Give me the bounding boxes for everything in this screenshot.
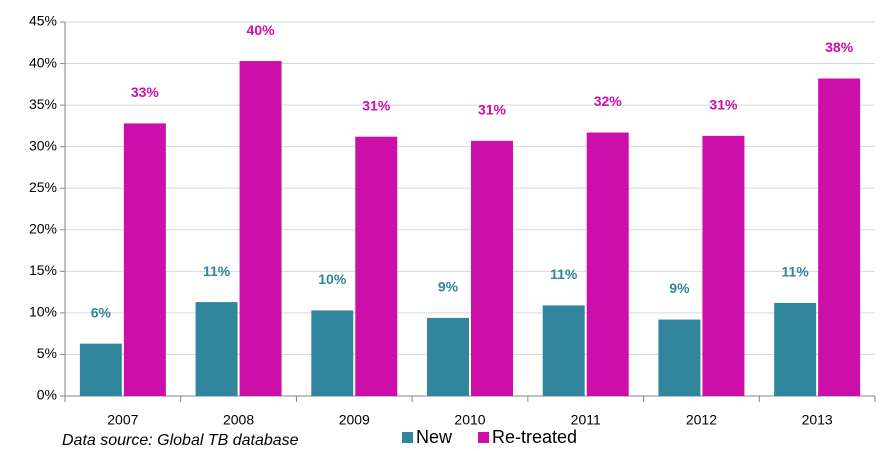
bar xyxy=(239,61,282,396)
bar xyxy=(427,317,469,396)
value-label: 9% xyxy=(438,279,459,295)
x-tick-label: 2009 xyxy=(339,412,370,428)
value-label: 9% xyxy=(669,280,690,296)
value-label: 31% xyxy=(709,97,738,113)
bar xyxy=(311,310,354,396)
x-tick-label: 2012 xyxy=(686,412,717,428)
y-tick-label: 15% xyxy=(29,262,57,278)
value-label: 32% xyxy=(594,93,623,109)
x-tick-label: 2007 xyxy=(107,412,138,428)
value-label: 33% xyxy=(131,84,160,100)
y-tick-label: 35% xyxy=(29,96,57,112)
value-label: 10% xyxy=(318,271,347,287)
bar xyxy=(586,132,629,396)
y-tick-label: 0% xyxy=(37,387,57,403)
bar xyxy=(658,319,701,396)
x-tick-label: 2010 xyxy=(454,412,485,428)
bar xyxy=(195,302,238,396)
value-label: 6% xyxy=(91,304,112,320)
legend-label: New xyxy=(416,427,453,447)
value-label: 40% xyxy=(247,22,276,38)
bar xyxy=(774,302,817,396)
bar xyxy=(79,343,122,396)
value-label: 31% xyxy=(362,97,391,113)
bar xyxy=(471,140,513,396)
y-tick-label: 25% xyxy=(29,179,57,195)
x-tick-label: 2013 xyxy=(802,412,833,428)
bar xyxy=(123,123,166,396)
y-tick-label: 5% xyxy=(37,345,57,361)
value-label: 11% xyxy=(550,266,578,282)
legend-swatch xyxy=(478,432,490,443)
x-tick-label: 2011 xyxy=(571,412,601,428)
bar xyxy=(818,78,861,396)
y-tick-label: 20% xyxy=(29,220,57,236)
bar xyxy=(542,305,585,396)
value-label: 31% xyxy=(478,102,507,118)
value-label: 38% xyxy=(825,39,854,55)
bar xyxy=(702,135,745,396)
legend-swatch xyxy=(402,432,413,443)
x-tick-label: 2008 xyxy=(223,412,254,428)
value-label: 11% xyxy=(782,264,810,280)
source-note: Data source: Global TB database xyxy=(62,432,299,449)
y-tick-label: 30% xyxy=(29,137,57,153)
value-label: 11% xyxy=(203,263,231,279)
y-tick-label: 10% xyxy=(29,304,57,320)
bar xyxy=(355,136,398,396)
legend-label: Re-treated xyxy=(492,427,577,447)
y-tick-label: 40% xyxy=(29,54,57,70)
y-tick-label: 45% xyxy=(29,13,57,29)
